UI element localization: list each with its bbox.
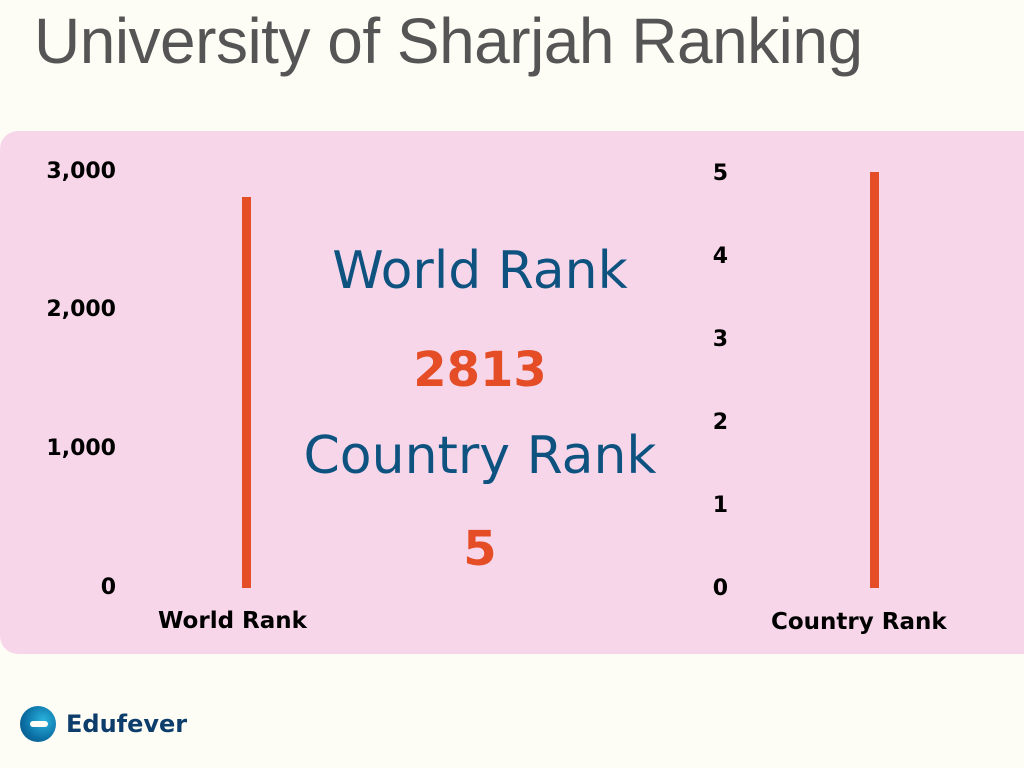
brand-name: Edufever: [66, 710, 188, 738]
country-rank-heading: Country Rank: [303, 426, 657, 486]
edufever-logo-icon: [20, 706, 56, 742]
x-axis-label: Country Rank: [771, 609, 947, 635]
x-axis-label: World Rank: [158, 608, 307, 634]
y-tick: 2: [712, 410, 728, 435]
y-tick: 5: [712, 161, 728, 186]
country-rank-bar: [870, 172, 879, 588]
world-rank-bar: [242, 197, 251, 588]
y-tick: 3,000: [46, 159, 116, 184]
page-title: University of Sharjah Ranking: [34, 5, 863, 77]
y-tick: 0: [712, 576, 728, 601]
chart-panel: [0, 131, 1024, 654]
country-rank-value: 5: [463, 521, 497, 577]
brand-logo: Edufever: [20, 706, 187, 742]
world-rank-heading: World Rank: [332, 241, 628, 301]
world-rank-value: 2813: [413, 342, 547, 398]
y-tick: 4: [712, 244, 728, 269]
y-tick: 1: [712, 493, 728, 518]
y-tick: 0: [100, 575, 116, 600]
y-tick: 2,000: [46, 297, 116, 322]
y-tick: 1,000: [46, 436, 116, 461]
y-tick: 3: [712, 327, 728, 352]
